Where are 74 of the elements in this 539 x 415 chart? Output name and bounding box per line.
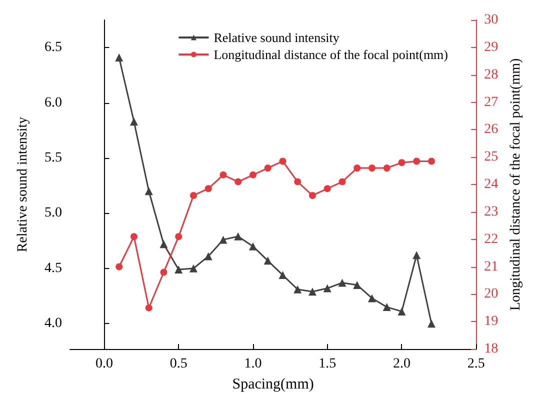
point — [145, 304, 152, 312]
point — [323, 284, 332, 292]
y-tick-label: 4.0 — [44, 316, 62, 332]
x-tick-label: 1.0 — [244, 356, 262, 372]
y2-tick-label: 24 — [484, 177, 498, 192]
point — [294, 178, 302, 186]
y-tick-label: 5.5 — [44, 150, 62, 166]
point — [354, 164, 361, 172]
x-tick-label: 2.5 — [467, 356, 485, 372]
point — [338, 278, 346, 287]
point — [160, 268, 168, 276]
y2-tick-label: 19 — [484, 314, 498, 330]
y-axis-title: Relative sound intensity — [16, 116, 30, 252]
point — [382, 303, 391, 312]
x-tick-label: 2.0 — [392, 356, 410, 372]
point — [189, 264, 198, 272]
point — [175, 233, 182, 240]
y2-tick-label: 23 — [484, 204, 498, 220]
legend-label: Longitudinal distance of the focal point(mm) — [214, 47, 448, 62]
point — [279, 158, 286, 165]
point — [353, 280, 362, 289]
point — [412, 251, 421, 260]
point — [174, 266, 183, 274]
point — [204, 252, 212, 260]
point — [308, 288, 316, 296]
x-tick-label: 1.5 — [318, 356, 336, 372]
y-tick-label: 5.0 — [44, 206, 62, 221]
y2-tick-label: 30 — [484, 12, 498, 28]
point — [383, 164, 390, 172]
point — [368, 294, 376, 302]
y2-tick-label: 21 — [484, 259, 498, 274]
y2-tick-label: 22 — [484, 232, 498, 247]
y2-axis-title: Longitudinal distance of the focal point(mm) — [508, 58, 524, 311]
point — [264, 164, 272, 172]
point — [294, 285, 302, 294]
point — [398, 307, 406, 316]
point — [234, 178, 242, 186]
point — [338, 178, 346, 186]
point — [413, 158, 420, 165]
y-tick-label: 4.5 — [44, 260, 62, 276]
point — [190, 192, 197, 199]
point — [278, 271, 287, 280]
y2-tick-label: 26 — [484, 122, 498, 138]
point — [249, 171, 256, 178]
point — [115, 54, 124, 62]
x-tick-label: 0.0 — [95, 356, 113, 372]
y-tick-label: 6.5 — [44, 40, 62, 56]
point — [144, 187, 153, 196]
point — [308, 192, 316, 199]
y2-tick-label: 20 — [484, 286, 498, 302]
y2-tick-label: 28 — [484, 67, 498, 82]
point — [130, 233, 138, 240]
y2-tick-label: 25 — [484, 150, 498, 165]
point — [220, 171, 227, 178]
point — [219, 236, 228, 244]
y2-tick-label: 29 — [484, 40, 498, 55]
point — [160, 240, 168, 248]
point — [248, 242, 257, 250]
y2-tick-label: 18 — [484, 342, 498, 356]
point — [428, 158, 435, 165]
point — [324, 185, 331, 192]
x-tick-label: 0.5 — [170, 356, 188, 372]
point — [116, 263, 123, 270]
point — [130, 118, 138, 126]
point — [427, 320, 436, 328]
point — [234, 232, 242, 240]
point — [398, 159, 406, 166]
legend-label: Relative sound intensity — [214, 30, 340, 45]
y2-tick-label: 27 — [484, 94, 498, 110]
x-axis-title: Spacing(mm) — [232, 376, 314, 392]
point — [204, 185, 212, 192]
point — [264, 256, 272, 265]
y-tick-label: 6.0 — [44, 95, 62, 110]
point — [368, 164, 376, 172]
